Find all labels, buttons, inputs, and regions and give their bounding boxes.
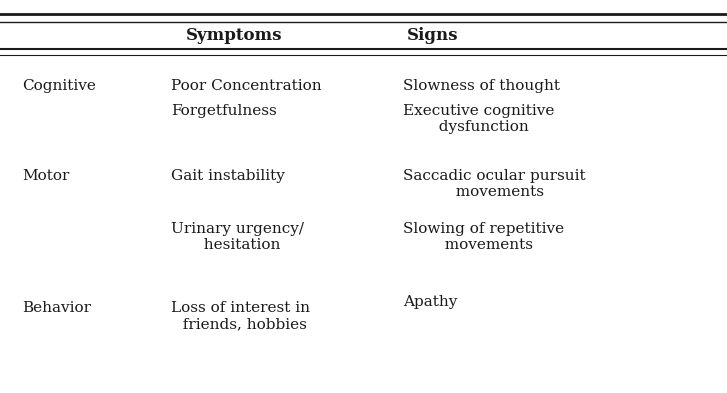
Text: Urinary urgency/
  hesitation: Urinary urgency/ hesitation <box>171 222 304 252</box>
Text: Saccadic ocular pursuit
  movements: Saccadic ocular pursuit movements <box>403 169 586 199</box>
Text: Forgetfulness: Forgetfulness <box>171 104 276 118</box>
Text: Cognitive: Cognitive <box>22 79 96 93</box>
Text: Apathy: Apathy <box>403 295 458 309</box>
Text: Symptoms: Symptoms <box>185 27 282 44</box>
Text: Gait instability: Gait instability <box>171 169 285 183</box>
Text: Behavior: Behavior <box>22 301 91 315</box>
Text: Signs: Signs <box>407 27 459 44</box>
Text: Slowing of repetitive
  movements: Slowing of repetitive movements <box>403 222 565 252</box>
Text: Motor: Motor <box>22 169 69 183</box>
Text: Loss of interest in
  friends, hobbies: Loss of interest in friends, hobbies <box>171 301 310 331</box>
Text: Slowness of thought: Slowness of thought <box>403 79 561 93</box>
Text: Executive cognitive
  dysfunction: Executive cognitive dysfunction <box>403 104 555 134</box>
Text: Poor Concentration: Poor Concentration <box>171 79 321 93</box>
